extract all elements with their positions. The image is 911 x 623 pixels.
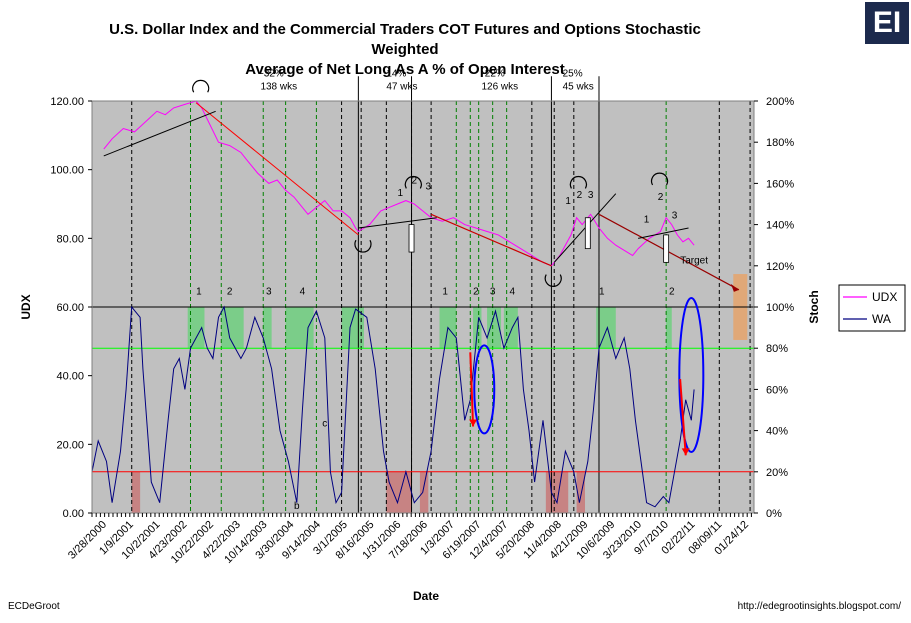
high-zone-3 (285, 307, 314, 349)
wave-label-5: 2 (473, 287, 479, 298)
right-tick-label-8: 160% (766, 178, 794, 190)
low-zone-0 (131, 471, 141, 513)
wave-label-18: 3 (672, 210, 678, 221)
high-zone-7 (487, 307, 502, 349)
down-arrow-0 (469, 352, 475, 427)
left-tick-label-1: 20.00 (56, 439, 84, 451)
left-tick-label-3: 60.00 (56, 302, 84, 314)
chart-title-line-1: U.S. Dollar Index and the Commercial Tra… (109, 21, 701, 58)
white-bar-1 (584, 217, 591, 250)
wave-label-9: 2 (669, 287, 675, 298)
x-axis-label: Date (413, 589, 439, 603)
support-line-2 (358, 217, 437, 229)
high-zone-0 (187, 307, 205, 349)
turn-arrow-icon-4 (569, 176, 587, 189)
support-line-4 (638, 227, 689, 239)
annotation-4-line-0: Target (680, 256, 708, 267)
high-zone-2 (263, 307, 272, 349)
right-tick-label-3: 60% (766, 384, 788, 396)
highlight-ellipse-2 (678, 296, 705, 453)
wave-label-16: 1 (644, 215, 650, 226)
right-tick-label-4: 80% (766, 343, 788, 355)
wave-label-4: 1 (442, 287, 448, 298)
right-tick-label-1: 20% (766, 467, 788, 479)
low-zone-3 (545, 471, 569, 513)
chart-title-line-2: Average of Net Long As A % of Open Inter… (245, 61, 565, 78)
wave-label-7: 4 (509, 287, 515, 298)
right-tick-label-6: 120% (766, 261, 794, 273)
left-tick-label-0: 0.00 (63, 508, 84, 520)
wave-label-0: 1 (196, 287, 202, 298)
brand-badge: EI (865, 2, 909, 44)
footer-author: ECDeGroot (8, 601, 60, 612)
annotation-3-line-0: 25% (563, 68, 583, 79)
wave-label-17: 2 (658, 192, 664, 203)
wave-label-10: 1 (398, 188, 404, 199)
turn-arrow-icon-0 (192, 79, 210, 93)
right-tick-label-5: 100% (766, 302, 794, 314)
annotation-1-line-0: 14% (386, 68, 406, 79)
turn-arrow-icon-1 (354, 239, 372, 253)
down-arrow-1 (679, 379, 687, 456)
wave-label-11: 2 (412, 175, 418, 186)
right-tick-label-2: 40% (766, 426, 788, 438)
left-tick-label-2: 40.00 (56, 371, 84, 383)
left-tick-label-5: 100.00 (50, 165, 84, 177)
wave-label-8: 1 (599, 287, 605, 298)
trendline-down-2 (430, 213, 552, 267)
trendline-down-1 (195, 102, 359, 236)
annotation-2-line-0: -22% (481, 68, 504, 79)
left-tick-label-4: 80.00 (56, 233, 84, 245)
legend-label-udx: UDX (872, 290, 897, 304)
right-tick-label-10: 200% (766, 96, 794, 108)
wave-label-20: c (322, 418, 327, 429)
white-bar-2 (663, 234, 670, 263)
wave-label-2: 3 (266, 287, 272, 298)
annotation-2-line-1: 126 wks (481, 81, 518, 92)
high-zone-1 (221, 307, 244, 349)
high-zone-9 (596, 307, 616, 349)
highlight-ellipse-1 (473, 344, 496, 435)
down-arrow-head-1 (681, 448, 690, 456)
support-line-1 (103, 110, 216, 157)
y-axis-label-left: UDX (19, 294, 33, 319)
wave-label-15: 3 (588, 190, 594, 201)
left-tick-label-6: 120.00 (50, 96, 84, 108)
right-tick-label-9: 180% (766, 137, 794, 149)
down-arrow-head-0 (469, 419, 478, 427)
series-udx (103, 100, 695, 267)
footer-url: http://edegrootinsights.blogspot.com/ (737, 601, 901, 612)
annotation-0-line-1: 138 wks (260, 81, 297, 92)
annotation-0-line-0: -32% (260, 68, 283, 79)
low-zone-2 (419, 471, 429, 513)
wave-label-3: 4 (300, 287, 306, 298)
high-zone-8 (503, 307, 518, 349)
turn-arrow-icon-5 (650, 172, 669, 186)
wave-label-13: 1 (565, 196, 571, 207)
series-wa (91, 305, 695, 508)
low-zone-4 (576, 471, 586, 513)
annotation-3-line-1: 45 wks (563, 81, 594, 92)
chart-title: U.S. Dollar Index and the Commercial Tra… (90, 20, 720, 80)
wave-label-19: b (294, 501, 300, 512)
wave-label-14: 2 (577, 190, 583, 201)
white-bar-0 (408, 224, 415, 253)
wave-label-6: 3 (490, 287, 496, 298)
right-tick-label-7: 140% (766, 220, 794, 232)
turn-arrow-icon-3 (544, 274, 562, 287)
turn-arrow-icon-2 (404, 176, 422, 189)
y-axis-label-right: Stoch (807, 290, 821, 323)
target-arrow-head (730, 283, 739, 292)
legend-label-wa: WA (872, 312, 891, 326)
high-zone-10 (666, 307, 672, 349)
annotation-1-line-1: 47 wks (386, 81, 417, 92)
right-tick-label-0: 0% (766, 508, 782, 520)
wave-label-12: 3 (426, 182, 432, 193)
wave-label-1: 2 (227, 287, 233, 298)
legend: UDX WA (838, 284, 906, 332)
